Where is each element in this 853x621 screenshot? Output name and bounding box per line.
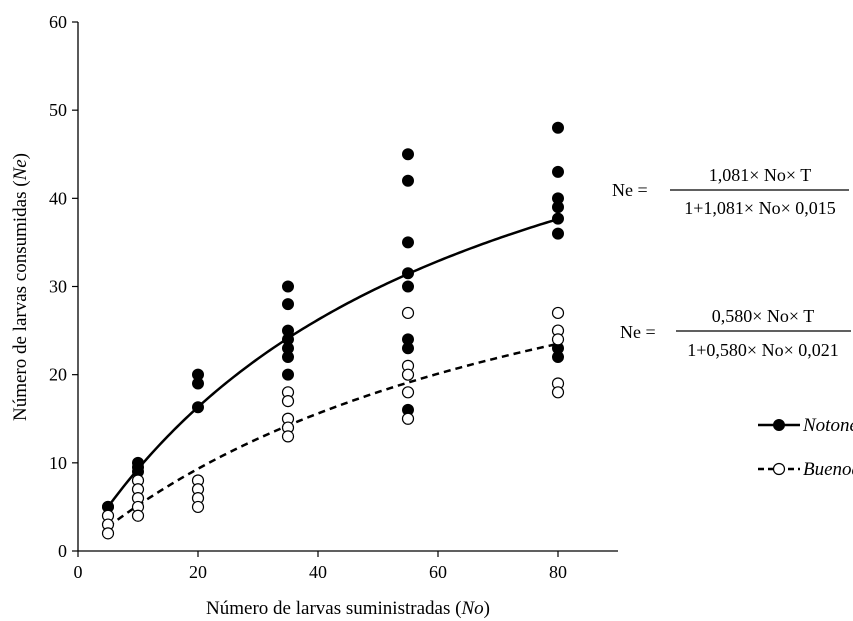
data-point-open bbox=[191, 500, 205, 514]
y-axis-ticks: 0 10 20 30 40 50 60 bbox=[49, 12, 78, 561]
y-tick-label: 60 bbox=[49, 12, 67, 32]
data-point-open bbox=[281, 430, 295, 443]
y-tick-label: 30 bbox=[49, 277, 67, 297]
data-point-open bbox=[101, 527, 115, 540]
data-point-filled bbox=[282, 280, 294, 293]
data-point-open bbox=[401, 368, 415, 381]
data-point-filled bbox=[552, 201, 564, 214]
data-point-filled bbox=[402, 342, 414, 355]
data-point-filled bbox=[282, 368, 294, 381]
equation-lhs: Ne = bbox=[612, 180, 648, 200]
data-point-open bbox=[281, 395, 295, 408]
fit-curve-series-0 bbox=[106, 217, 559, 508]
data-point-filled bbox=[282, 298, 294, 311]
legend-marker-open bbox=[772, 462, 786, 476]
data-point-open bbox=[551, 306, 565, 320]
legend-label: Buenoa fasciata bbox=[803, 459, 853, 480]
legend-marker-filled bbox=[773, 419, 785, 431]
data-point-filled bbox=[552, 165, 564, 178]
data-point-filled bbox=[282, 351, 294, 364]
y-tick-label: 20 bbox=[49, 365, 67, 385]
data-points bbox=[101, 121, 565, 540]
data-point-open bbox=[131, 509, 145, 522]
y-tick-label: 40 bbox=[49, 188, 67, 208]
data-point-filled bbox=[402, 148, 414, 161]
fit-curves bbox=[106, 217, 559, 528]
data-point-filled bbox=[552, 212, 564, 225]
data-point-open bbox=[551, 333, 565, 346]
data-point-filled bbox=[402, 174, 414, 187]
equation-lhs: Ne = bbox=[620, 322, 656, 342]
equation-denominator: 1+1,081× No× 0,015 bbox=[684, 198, 835, 218]
data-point-filled bbox=[552, 227, 564, 240]
data-point-filled bbox=[192, 401, 204, 414]
legend-label: Notonecta peruviana bbox=[802, 415, 853, 436]
y-tick-label: 0 bbox=[58, 541, 67, 561]
data-point-filled bbox=[402, 280, 414, 293]
equation-denominator: 1+0,580× No× 0,021 bbox=[687, 340, 838, 360]
data-point-open bbox=[401, 412, 415, 425]
legend-item-buenoa: Buenoa fasciata bbox=[758, 459, 853, 480]
x-tick-label: 60 bbox=[429, 562, 447, 582]
x-tick-label: 80 bbox=[549, 562, 567, 582]
plot-area: 0 10 20 30 40 50 60 0 20 40 60 80 bbox=[49, 12, 618, 582]
data-point-filled bbox=[192, 377, 204, 390]
data-point-filled bbox=[402, 267, 414, 280]
data-point-open bbox=[401, 386, 415, 399]
x-tick-label: 0 bbox=[74, 562, 83, 582]
fit-curve-series-1 bbox=[107, 342, 559, 528]
y-tick-label: 10 bbox=[49, 453, 67, 473]
equation-notonecta: Ne = 1,081× No× T 1+1,081× No× 0,015 bbox=[612, 165, 849, 218]
equation-buenoa: Ne = 0,580× No× T 1+0,580× No× 0,021 bbox=[620, 306, 851, 360]
equation-numerator: 0,580× No× T bbox=[712, 306, 814, 326]
x-axis-title: Número de larvas suministradas (No) bbox=[206, 598, 490, 619]
x-tick-label: 20 bbox=[189, 562, 207, 582]
data-point-filled bbox=[552, 121, 564, 134]
legend: Notonecta peruviana Buenoa fasciata bbox=[758, 415, 853, 480]
x-axis-ticks: 0 20 40 60 80 bbox=[74, 551, 567, 582]
data-point-filled bbox=[402, 236, 414, 249]
equation-numerator: 1,081× No× T bbox=[709, 165, 811, 185]
legend-item-notonecta: Notonecta peruviana bbox=[758, 415, 853, 436]
y-axis-title: Número de larvas consumidas (Ne) bbox=[10, 153, 31, 421]
data-point-open bbox=[551, 386, 565, 399]
y-tick-label: 50 bbox=[49, 100, 67, 120]
data-point-open bbox=[401, 306, 415, 320]
data-point-filled bbox=[552, 351, 564, 364]
x-tick-label: 40 bbox=[309, 562, 327, 582]
